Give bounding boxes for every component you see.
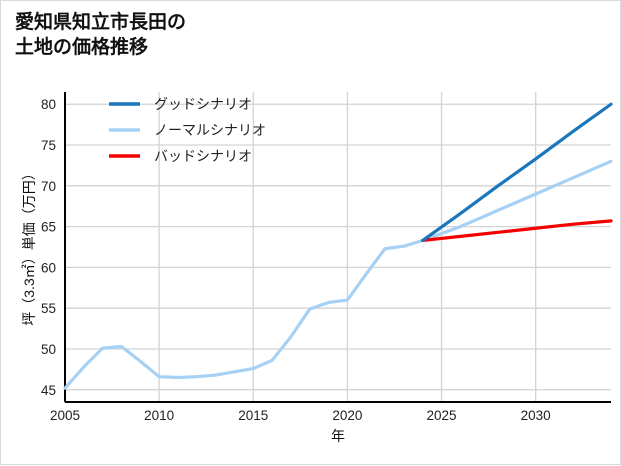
series-line: [421, 102, 613, 243]
x-tick-label: 2030: [521, 408, 551, 423]
y-tick-label: 75: [41, 138, 56, 153]
y-tick-label: 45: [41, 383, 56, 398]
series-line: [421, 219, 613, 243]
y-axis-title: 坪（3.3㎡）単価（万円）: [21, 166, 37, 325]
y-tick-label: 50: [41, 342, 56, 357]
x-axis-title: 年: [331, 428, 345, 444]
x-tick-label: 2005: [50, 408, 80, 423]
y-tick-label: 65: [41, 220, 56, 235]
x-tick-label: 2020: [332, 408, 362, 423]
axis-lines-group: [64, 92, 611, 403]
legend-label: ノーマルシナリオ: [154, 122, 266, 138]
y-tick-label: 60: [41, 260, 56, 275]
legend-label: グッドシナリオ: [154, 96, 252, 112]
x-tick-label: 2025: [427, 408, 457, 423]
legend-label: バッドシナリオ: [154, 148, 252, 164]
chart-title: 愛知県知立市長田の 土地の価格推移: [15, 12, 187, 58]
gridlines-group: [64, 92, 611, 402]
x-tick-label: 2015: [238, 408, 268, 423]
y-tick-label: 80: [41, 97, 56, 112]
series-line: [63, 159, 613, 390]
data-series-group: [63, 102, 613, 390]
y-tick-labels-group: 45 50 55 60 65 70 75 80: [41, 97, 56, 398]
y-tick-label: 55: [41, 301, 56, 316]
x-tick-labels-group: 2005 2010 2015 2020 2025 2030: [50, 408, 551, 423]
x-tick-label: 2010: [144, 408, 174, 423]
y-tick-label: 70: [41, 179, 56, 194]
